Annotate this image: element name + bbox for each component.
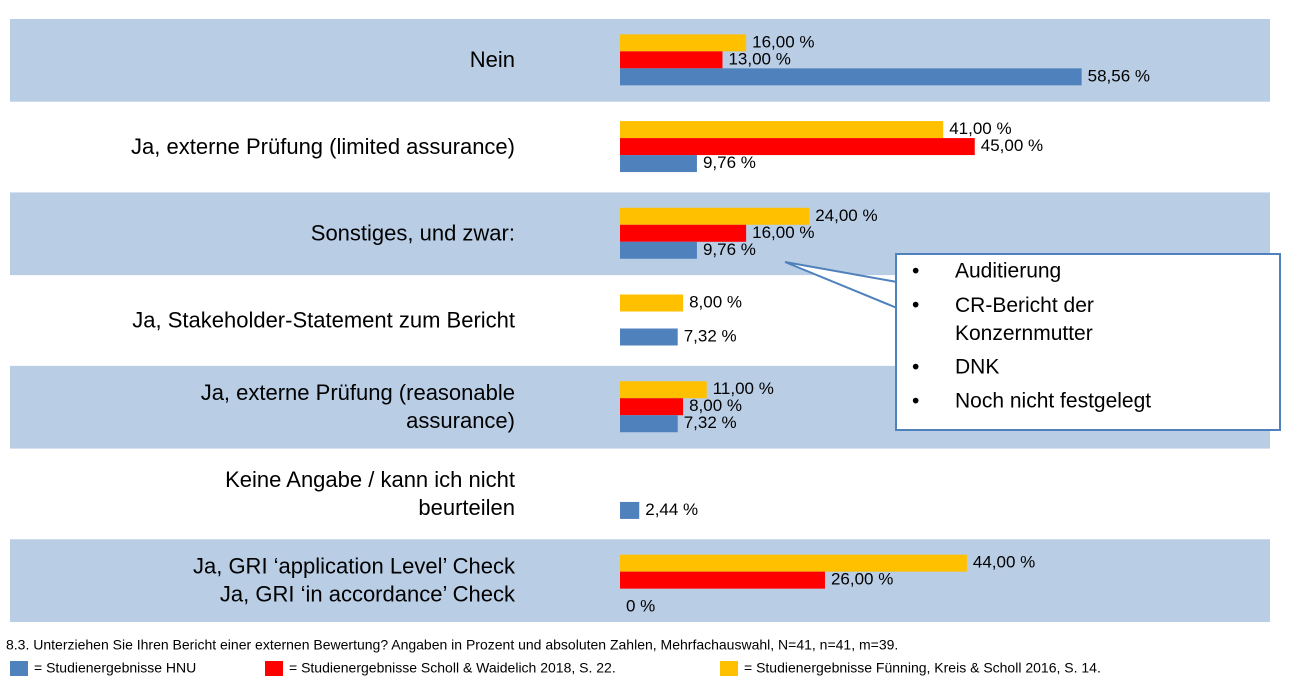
value-label: 11,00 %	[713, 379, 774, 398]
value-label: 58,56 %	[1088, 66, 1150, 85]
category-label: Keine Angabe / kann ich nicht beurteilen	[225, 467, 515, 520]
bar	[620, 68, 1082, 86]
category-label: Ja, Stakeholder-Statement zum Bericht	[132, 307, 515, 332]
bar	[620, 51, 723, 69]
bullet: •	[912, 356, 919, 379]
bar	[620, 328, 678, 346]
value-label: 8,00 %	[689, 396, 742, 415]
bar	[620, 415, 678, 433]
callout-item: CR-Bericht der Konzernmutter	[955, 294, 1094, 345]
bullet: •	[912, 390, 919, 413]
value-label: 13,00 %	[728, 49, 790, 68]
bullet: •	[912, 260, 919, 283]
category-label: Ja, externe Prüfung (reasonable assurance…	[201, 380, 515, 433]
bar	[620, 571, 825, 589]
value-label: 9,76 %	[703, 153, 756, 172]
value-label: 7,32 %	[684, 326, 737, 345]
value-label: 26,00 %	[831, 570, 893, 589]
bar	[620, 381, 707, 399]
legend-swatch	[720, 661, 738, 676]
callout-cover	[897, 283, 900, 307]
value-label: 0 %	[626, 597, 655, 616]
bar	[620, 241, 697, 259]
value-label: 24,00 %	[815, 206, 877, 225]
category-label: Ja, externe Prüfung (limited assurance)	[131, 134, 515, 159]
callout-box	[895, 253, 1281, 431]
callout-item: Auditierung	[955, 260, 1061, 283]
legend-label: = Studienergebnisse HNU	[34, 660, 196, 676]
bar	[620, 554, 967, 572]
bar	[620, 501, 640, 519]
value-label: 7,32 %	[684, 413, 737, 432]
legend-swatch	[265, 661, 283, 676]
value-label: 16,00 %	[752, 223, 814, 242]
footnote: 8.3. Unterziehen Sie Ihren Bericht einer…	[6, 637, 898, 653]
bar	[620, 207, 810, 225]
callout-item: Noch nicht festgelegt	[955, 390, 1151, 413]
bar	[620, 121, 944, 139]
category-label: Ja, GRI ‘application Level’ Check Ja, GRI…	[193, 553, 516, 606]
category-label: Nein	[470, 47, 515, 72]
bar	[620, 398, 684, 416]
category-label: Sonstiges, und zwar:	[311, 221, 515, 246]
bar	[620, 155, 697, 173]
bar	[620, 138, 975, 156]
bar	[620, 224, 747, 242]
value-label: 45,00 %	[981, 136, 1043, 155]
value-label: 2,44 %	[645, 500, 698, 519]
legend-label: = Studienergebnisse Scholl & Waidelich 2…	[289, 660, 616, 676]
value-label: 9,76 %	[703, 240, 756, 259]
value-label: 41,00 %	[949, 119, 1011, 138]
bullet: •	[912, 294, 919, 317]
callout-item: DNK	[955, 356, 999, 379]
value-label: 44,00 %	[973, 553, 1035, 572]
legend-label: = Studienergebnisse Fünning, Kreis & Sch…	[744, 660, 1101, 676]
bar	[620, 294, 684, 312]
legend-swatch	[10, 661, 28, 676]
value-label: 16,00 %	[752, 32, 814, 51]
bar	[620, 34, 747, 52]
value-label: 8,00 %	[689, 292, 742, 311]
